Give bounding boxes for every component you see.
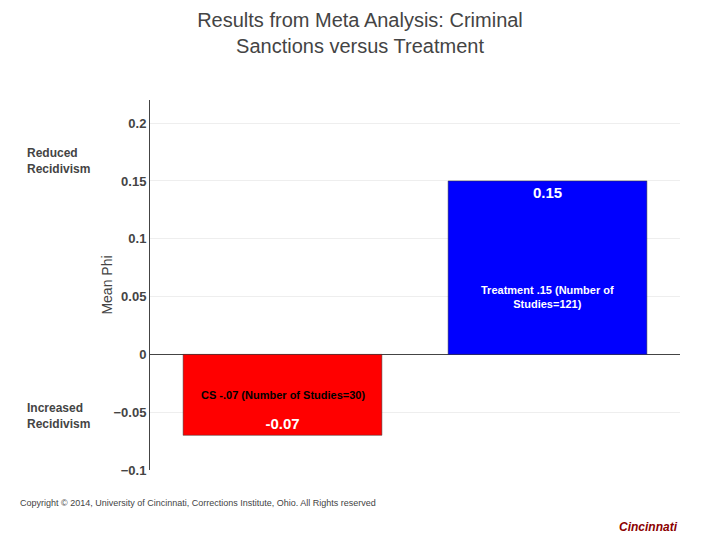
svg-text:Cincinnati: Cincinnati	[619, 520, 678, 534]
svg-text:ReducedRecidivism: ReducedRecidivism	[27, 146, 90, 176]
svg-text:0.15: 0.15	[533, 184, 562, 201]
svg-text:0.1: 0.1	[128, 231, 146, 246]
svg-text:CS -.07 (Number of Studies=30): CS -.07 (Number of Studies=30)	[201, 389, 365, 401]
svg-text:0.15: 0.15	[121, 173, 146, 188]
svg-text:−0.05: −0.05	[113, 405, 146, 420]
svg-text:−0.1: −0.1	[121, 463, 147, 478]
svg-text:0.05: 0.05	[121, 289, 146, 304]
svg-text:0.2: 0.2	[128, 116, 146, 131]
svg-text:Mean Phi: Mean Phi	[99, 255, 115, 314]
svg-text:Copyright © 2014, University o: Copyright © 2014, University of Cincinna…	[20, 498, 376, 508]
svg-text:Results from Meta Analysis: Cr: Results from Meta Analysis: CriminalSanc…	[197, 9, 523, 57]
svg-text:0: 0	[139, 347, 146, 362]
svg-text:IncreasedRecidivism: IncreasedRecidivism	[27, 401, 90, 431]
svg-text:-0.07: -0.07	[265, 415, 299, 432]
svg-text:Treatment .15 (Number ofStudie: Treatment .15 (Number ofStudies=121)	[481, 284, 614, 310]
